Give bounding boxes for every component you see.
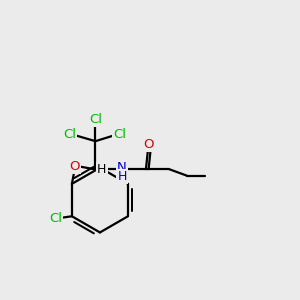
Text: Cl: Cl [49,212,62,225]
Text: Cl: Cl [63,128,76,141]
Text: H: H [97,163,106,176]
Text: N: N [117,161,127,175]
Text: Cl: Cl [113,128,126,141]
Text: O: O [143,138,154,151]
Text: H: H [117,170,127,183]
Text: Cl: Cl [89,112,102,126]
Text: O: O [69,160,80,173]
